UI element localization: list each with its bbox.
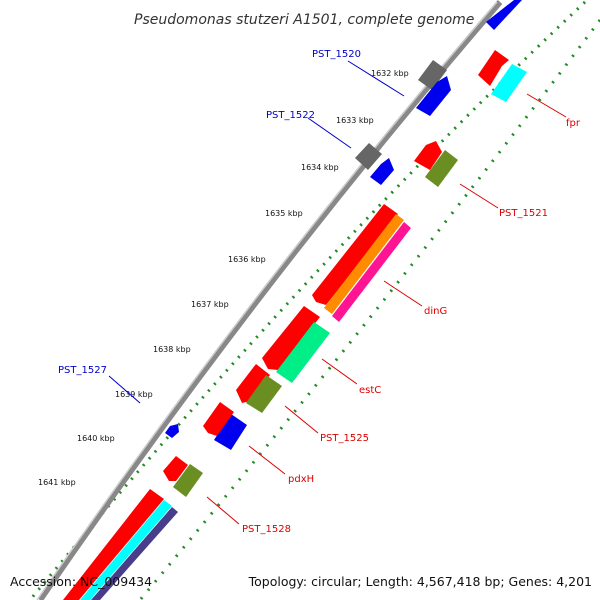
gene-fpr[interactable]	[478, 50, 509, 86]
gene-pst1522[interactable]	[370, 158, 394, 185]
reverse-gene-labels: PST_1520 PST_1522 PST_1527	[58, 49, 361, 376]
gene-pst1520[interactable]	[416, 76, 451, 116]
leader-line	[108, 375, 141, 404]
gene-reverse[interactable]	[486, 0, 522, 30]
scale-label: 1635 kbp	[265, 209, 303, 218]
gene-dinG-magenta[interactable]	[332, 222, 411, 322]
leader-line	[383, 280, 423, 307]
gene-block-gray[interactable]	[418, 60, 447, 90]
gene-label-pst1528[interactable]: PST_1528	[242, 524, 291, 535]
gene-fpr-feature[interactable]	[491, 64, 527, 102]
gene-estC-feature[interactable]	[276, 322, 330, 383]
map-title: Pseudomonas stutzeri A1501, complete gen…	[134, 12, 474, 28]
leader-line	[459, 183, 499, 209]
scale-label: 1640 kbp	[77, 434, 115, 443]
leader-line	[284, 405, 319, 434]
gene-large-cds[interactable]	[63, 489, 164, 600]
leader-line	[206, 496, 240, 525]
gene-dinG-orange[interactable]	[324, 214, 404, 314]
leader-line	[526, 93, 567, 118]
gene-large-navy[interactable]	[91, 507, 178, 600]
gene-pdxH-block[interactable]	[214, 414, 247, 450]
gene-pst1525[interactable]	[236, 364, 270, 403]
scale-label: 1634 kbp	[301, 163, 339, 172]
gene-pst1527[interactable]	[165, 424, 179, 438]
leader-line	[321, 358, 358, 385]
scale-label: 1636 kbp	[228, 255, 266, 264]
scale-label: 1639 kbp	[115, 390, 153, 399]
gene-large-cyan[interactable]	[80, 500, 172, 600]
leader-line	[248, 445, 286, 475]
gene-label-estC[interactable]: estC	[359, 385, 381, 396]
gene-pst1525-feature[interactable]	[246, 375, 282, 413]
topology-text: Topology: circular; Length: 4,567,418 bp…	[248, 574, 592, 589]
scale-label: 1641 kbp	[38, 478, 76, 487]
gene-pst1528-feature[interactable]	[173, 464, 203, 497]
gene-pst1521[interactable]	[414, 141, 442, 170]
scale-label: 1638 kbp	[153, 345, 191, 354]
gene-block-gray[interactable]	[355, 143, 382, 170]
gene-dinG[interactable]	[312, 204, 398, 305]
gene-label-pst1527[interactable]: PST_1527	[58, 365, 107, 376]
gene-estC[interactable]	[262, 306, 320, 370]
gene-label-pdxH[interactable]: pdxH	[288, 474, 314, 485]
scale-label: 1632 kbp	[371, 69, 409, 78]
scale-label: 1637 kbp	[191, 300, 229, 309]
gene-label-pst1522[interactable]: PST_1522	[266, 110, 315, 121]
gene-label-pst1525[interactable]: PST_1525	[320, 433, 369, 444]
forward-gene-labels: fpr PST_1521 dinG estC PST_1525 pdxH PST…	[242, 118, 581, 535]
scale-labels: 1632 kbp 1633 kbp 1634 kbp 1635 kbp 1636…	[38, 69, 409, 487]
gene-pdxH[interactable]	[203, 402, 234, 436]
accession-text: Accession: NC_009434	[10, 574, 152, 589]
gene-label-dinG[interactable]: dinG	[424, 306, 447, 317]
gene-label-fpr[interactable]: fpr	[566, 118, 581, 129]
gene-label-pst1521[interactable]: PST_1521	[499, 208, 548, 219]
leader-lines	[108, 60, 567, 525]
gene-pst1521-feature[interactable]	[425, 150, 458, 187]
forward-strand-genes	[63, 50, 527, 600]
gene-pst1528[interactable]	[163, 456, 188, 481]
scale-label: 1633 kbp	[336, 116, 374, 125]
gene-label-pst1520[interactable]: PST_1520	[312, 49, 361, 60]
inner-dot-track	[138, 19, 600, 600]
leader-line	[307, 117, 352, 149]
reverse-strand-genes	[165, 60, 451, 450]
leader-line	[347, 60, 405, 97]
